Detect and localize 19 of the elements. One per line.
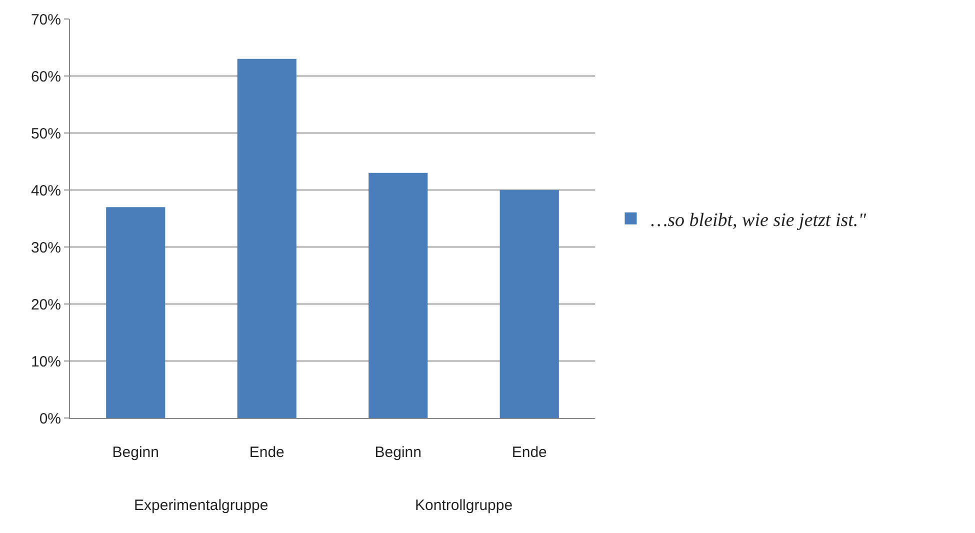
- legend-label: …so bleibt, wie sie jetzt ist.": [650, 210, 868, 231]
- y-tick-label: 0%: [39, 410, 61, 428]
- x-tick-label: Ende: [512, 444, 547, 461]
- bar: [237, 58, 296, 418]
- y-tick-label: 30%: [30, 239, 61, 256]
- bar: [106, 207, 166, 418]
- x-tick-label: Ende: [249, 444, 284, 461]
- y-tick-label: 20%: [30, 296, 61, 314]
- y-tick-label: 40%: [30, 182, 61, 200]
- bar: [368, 172, 428, 418]
- text: Experimentalgruppe: [134, 497, 268, 514]
- text: Kontrollgruppe: [415, 497, 513, 514]
- y-tick-label: 70%: [30, 11, 61, 28]
- y-tick-label: 10%: [30, 353, 61, 370]
- x-tick-label: Beginn: [374, 444, 422, 461]
- bar: [500, 190, 559, 418]
- x-tick-label: Beginn: [112, 444, 159, 461]
- y-tick-label: 60%: [30, 68, 61, 86]
- y-tick-label: 50%: [30, 125, 61, 142]
